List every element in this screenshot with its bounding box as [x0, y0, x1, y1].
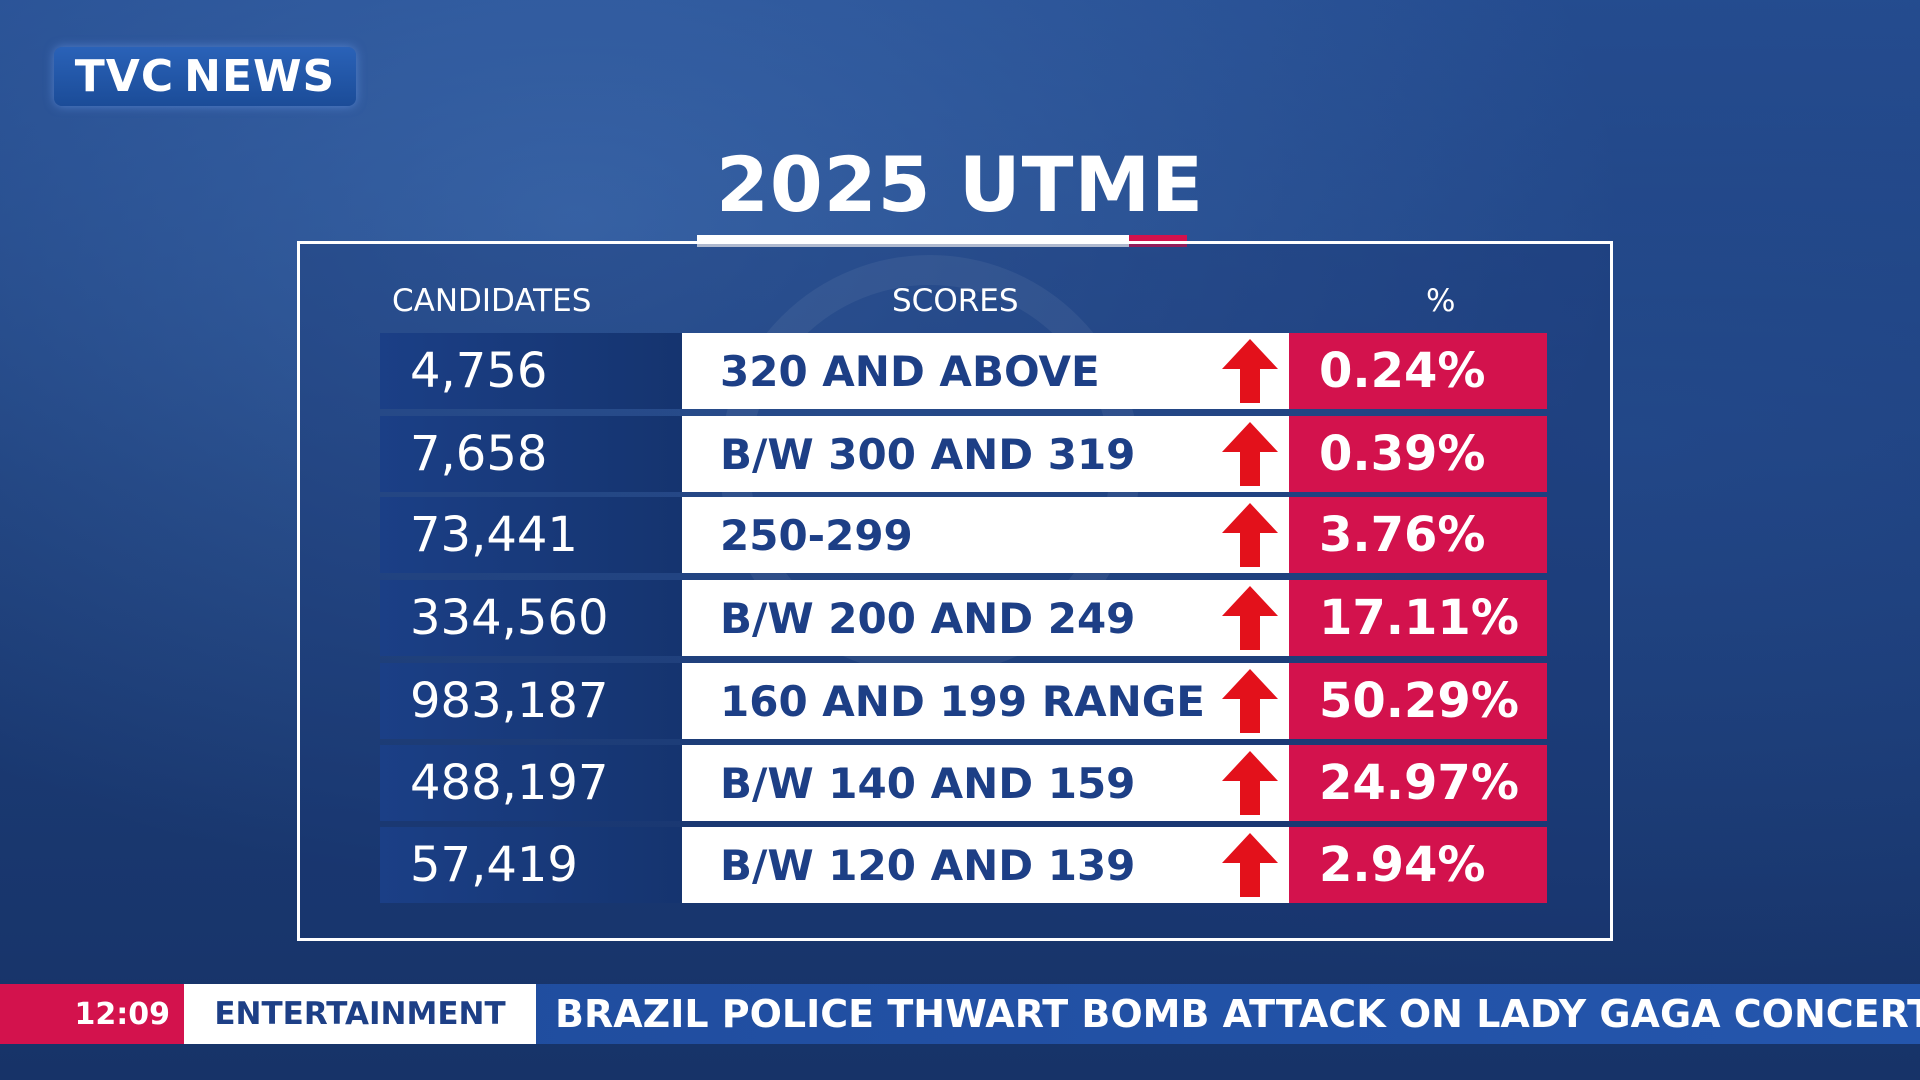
score-cell: B/W 200 AND 249 [682, 580, 1289, 656]
table-row: 488,197 B/W 140 AND 159 24.97% [380, 745, 1547, 821]
table-row: 983,187 160 AND 199 RANGE 50.29% [380, 663, 1547, 739]
header-candidates: CANDIDATES [392, 283, 592, 319]
candidates-cell: 4,756 [380, 333, 682, 409]
ticker-time: 12:09 [0, 984, 184, 1044]
table-row: 4,756 320 AND ABOVE 0.24% [380, 333, 1547, 409]
arrow-up-icon [1222, 339, 1278, 403]
percent-cell: 2.94% [1289, 827, 1547, 903]
percent-cell: 3.76% [1289, 497, 1547, 573]
score-cell: B/W 140 AND 159 [682, 745, 1289, 821]
table-frame [297, 241, 1613, 941]
arrow-up-icon [1222, 422, 1278, 486]
arrow-up-icon [1222, 751, 1278, 815]
page-title: 2025 UTME [715, 140, 1205, 229]
ticker-category: ENTERTAINMENT [184, 984, 536, 1044]
percent-cell: 0.39% [1289, 416, 1547, 492]
ticker-headline: BRAZIL POLICE THWART BOMB ATTACK ON LADY… [555, 992, 1920, 1036]
table-row: 334,560 B/W 200 AND 249 17.11% [380, 580, 1547, 656]
candidates-cell: 7,658 [380, 416, 682, 492]
score-cell: 250-299 [682, 497, 1289, 573]
arrow-up-icon [1222, 669, 1278, 733]
logo-text-right: NEWS [184, 51, 336, 102]
tvc-news-logo: TVC NEWS [54, 47, 356, 106]
arrow-up-icon [1222, 503, 1278, 567]
score-cell: B/W 300 AND 319 [682, 416, 1289, 492]
percent-cell: 24.97% [1289, 745, 1547, 821]
score-cell: 160 AND 199 RANGE [682, 663, 1289, 739]
candidates-cell: 488,197 [380, 745, 682, 821]
logo-text-left: TVC [74, 51, 175, 102]
arrow-up-icon [1222, 833, 1278, 897]
arrow-up-icon [1222, 586, 1278, 650]
percent-cell: 0.24% [1289, 333, 1547, 409]
candidates-cell: 57,419 [380, 827, 682, 903]
candidates-cell: 334,560 [380, 580, 682, 656]
score-cell: B/W 120 AND 139 [682, 827, 1289, 903]
header-scores: SCORES [892, 283, 1019, 319]
percent-cell: 50.29% [1289, 663, 1547, 739]
percent-cell: 17.11% [1289, 580, 1547, 656]
table-row: 73,441 250-299 3.76% [380, 497, 1547, 573]
header-percent: % [1426, 283, 1456, 319]
candidates-cell: 983,187 [380, 663, 682, 739]
score-cell: 320 AND ABOVE [682, 333, 1289, 409]
candidates-cell: 73,441 [380, 497, 682, 573]
news-ticker: 12:09 ENTERTAINMENT BRAZIL POLICE THWART… [0, 984, 1920, 1044]
table-row: 7,658 B/W 300 AND 319 0.39% [380, 416, 1547, 492]
table-row: 57,419 B/W 120 AND 139 2.94% [380, 827, 1547, 903]
